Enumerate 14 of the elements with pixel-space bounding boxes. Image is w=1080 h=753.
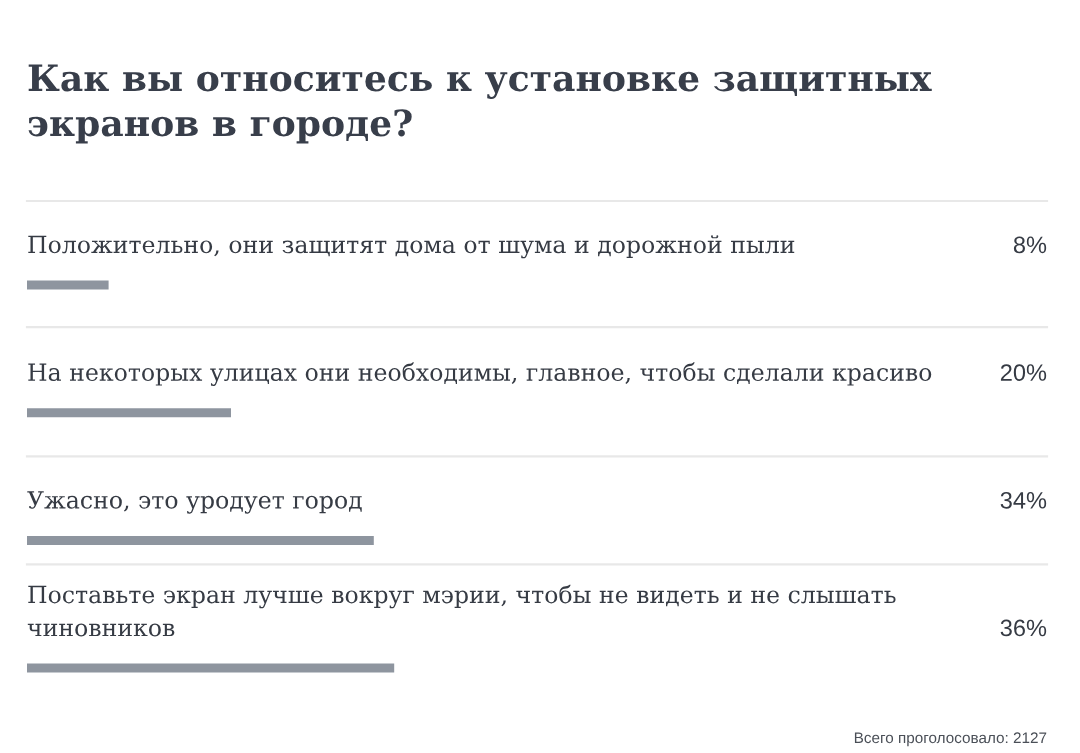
bar	[27, 535, 374, 545]
data-label: 8%	[1013, 236, 1047, 254]
chart-title: Как вы относитесь к установке защитных экранов в городе?	[28, 64, 932, 144]
y-tick-label: Ужасно, это уродует город	[27, 491, 362, 514]
bar	[27, 663, 395, 673]
y-tick-label: Положительно, они защитят дома от шума и дорожной пыли	[28, 235, 795, 259]
data-label: 34%	[1000, 491, 1047, 509]
data-label: 36%	[1000, 619, 1047, 637]
data-label: 20%	[1000, 364, 1047, 381]
text: Всего проголосовало: 2127	[854, 732, 1047, 747]
bar	[27, 280, 109, 290]
y-tick-label: На некоторых улицах они необходимы, главное, чтобы сделали красиво	[28, 362, 932, 386]
y-tick-label: Поставьте экран лучше вокруг мэрии, чтобы не видеть и не слышать чиновников	[27, 584, 896, 637]
bar	[27, 408, 231, 418]
